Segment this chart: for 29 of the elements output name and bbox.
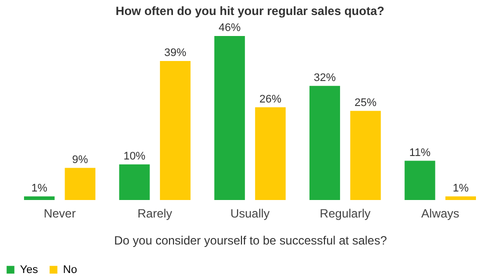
data-label: 46% bbox=[218, 22, 241, 34]
data-label: 9% bbox=[72, 154, 88, 166]
bar bbox=[160, 60, 191, 200]
bar bbox=[119, 164, 150, 200]
chart-title: How often do you hit your regular sales quota? bbox=[116, 4, 384, 18]
legend-label: Yes bbox=[20, 264, 38, 276]
x-tick-label: Regularly bbox=[320, 206, 370, 220]
data-label: 26% bbox=[259, 93, 282, 106]
data-label: 10% bbox=[123, 150, 146, 162]
bar bbox=[24, 196, 55, 200]
legend-label: No bbox=[63, 264, 78, 276]
bar bbox=[404, 160, 436, 200]
data-label: 1% bbox=[452, 182, 469, 194]
data-label: 39% bbox=[164, 46, 186, 59]
bar bbox=[214, 36, 245, 200]
bar bbox=[350, 110, 381, 200]
x-tick-label: Usually bbox=[230, 206, 270, 220]
bar bbox=[64, 168, 96, 200]
x-tick-label: Never bbox=[44, 206, 76, 220]
data-label: 1% bbox=[31, 182, 48, 194]
data-label: 25% bbox=[354, 96, 377, 109]
bar bbox=[445, 196, 476, 200]
data-label: 11% bbox=[409, 146, 431, 159]
bar bbox=[255, 107, 286, 200]
x-tick-label: Rarely bbox=[138, 206, 172, 220]
x-tick-label: Always bbox=[421, 206, 460, 220]
bar bbox=[309, 86, 340, 200]
data-label: 32% bbox=[314, 72, 336, 84]
x-axis-title: Do you consider yourself to be successful at sales? bbox=[114, 234, 388, 248]
